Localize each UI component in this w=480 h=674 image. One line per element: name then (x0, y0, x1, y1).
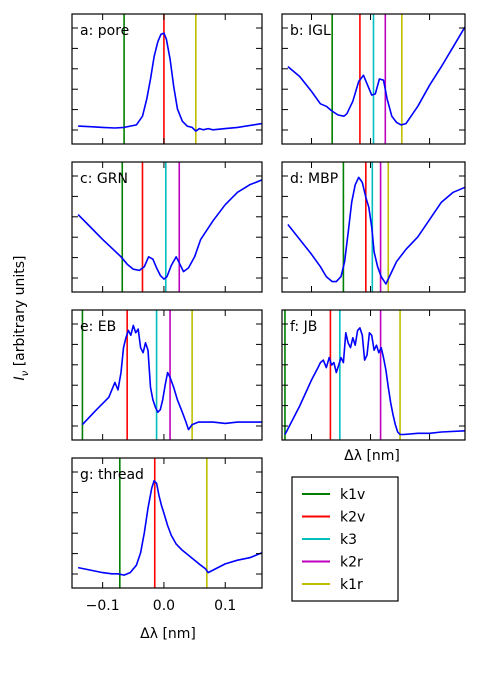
x-tick-label: 0.1 (214, 598, 236, 614)
series-line (78, 32, 262, 132)
series-line (287, 176, 465, 285)
panel-title: e: EB (80, 319, 116, 335)
panel-2: b: IGL (281, 13, 466, 145)
legend-label-k2r: k2r (340, 555, 363, 571)
panel-title: c: GRN (80, 171, 128, 187)
panel-5: e: EB (71, 309, 263, 441)
panel-frame (71, 13, 263, 145)
legend-label-k1r: k1r (340, 577, 363, 593)
legend-label-k1v: k1v (340, 487, 365, 503)
y-axis-label: Iν [arbitrary units] (12, 256, 31, 381)
panel-frame (281, 309, 466, 441)
y-axis-label-rest: [arbitrary units] (12, 256, 28, 371)
x-tick-label: 0.0 (153, 598, 175, 614)
panel-frame (281, 161, 466, 293)
panel-frame (71, 309, 263, 441)
panel-frame (281, 13, 466, 145)
y-axis-label-sub: ν (20, 370, 31, 376)
panel-3: c: GRN (71, 161, 263, 293)
legend-label-k3: k3 (340, 532, 357, 548)
x-axis-label-bottom: Δλ [nm] (140, 626, 196, 642)
panel-title: g: thread (80, 467, 144, 483)
series-line (284, 327, 465, 436)
series-line (77, 179, 262, 280)
series-line (81, 324, 262, 431)
panel-7: −0.1 0.0 0.1 g: thread (71, 457, 263, 614)
panel-title: a: pore (80, 23, 129, 39)
series-line (287, 26, 465, 126)
legend-label-k2v: k2v (340, 510, 365, 526)
panel-6: f: JB (281, 309, 466, 441)
x-axis-label-right: Δλ [nm] (344, 448, 400, 464)
panel-frame (71, 457, 263, 589)
panels: a: pore b: IGL c: GRN d: MBP e: EB f: JB −0.1 0… (71, 13, 466, 614)
panel-4: d: MBP (281, 161, 466, 293)
panel-title: f: JB (290, 319, 317, 335)
y-axis-label-main: I (12, 376, 28, 380)
legend: k1v k2v k3 k2r k1r (291, 476, 399, 602)
panel-1: a: pore (71, 13, 263, 145)
panel-title: d: MBP (290, 171, 338, 187)
series-line (77, 480, 262, 576)
panel-frame (71, 161, 263, 293)
x-tick-label: −0.1 (86, 598, 120, 614)
panel-title: b: IGL (290, 23, 331, 39)
